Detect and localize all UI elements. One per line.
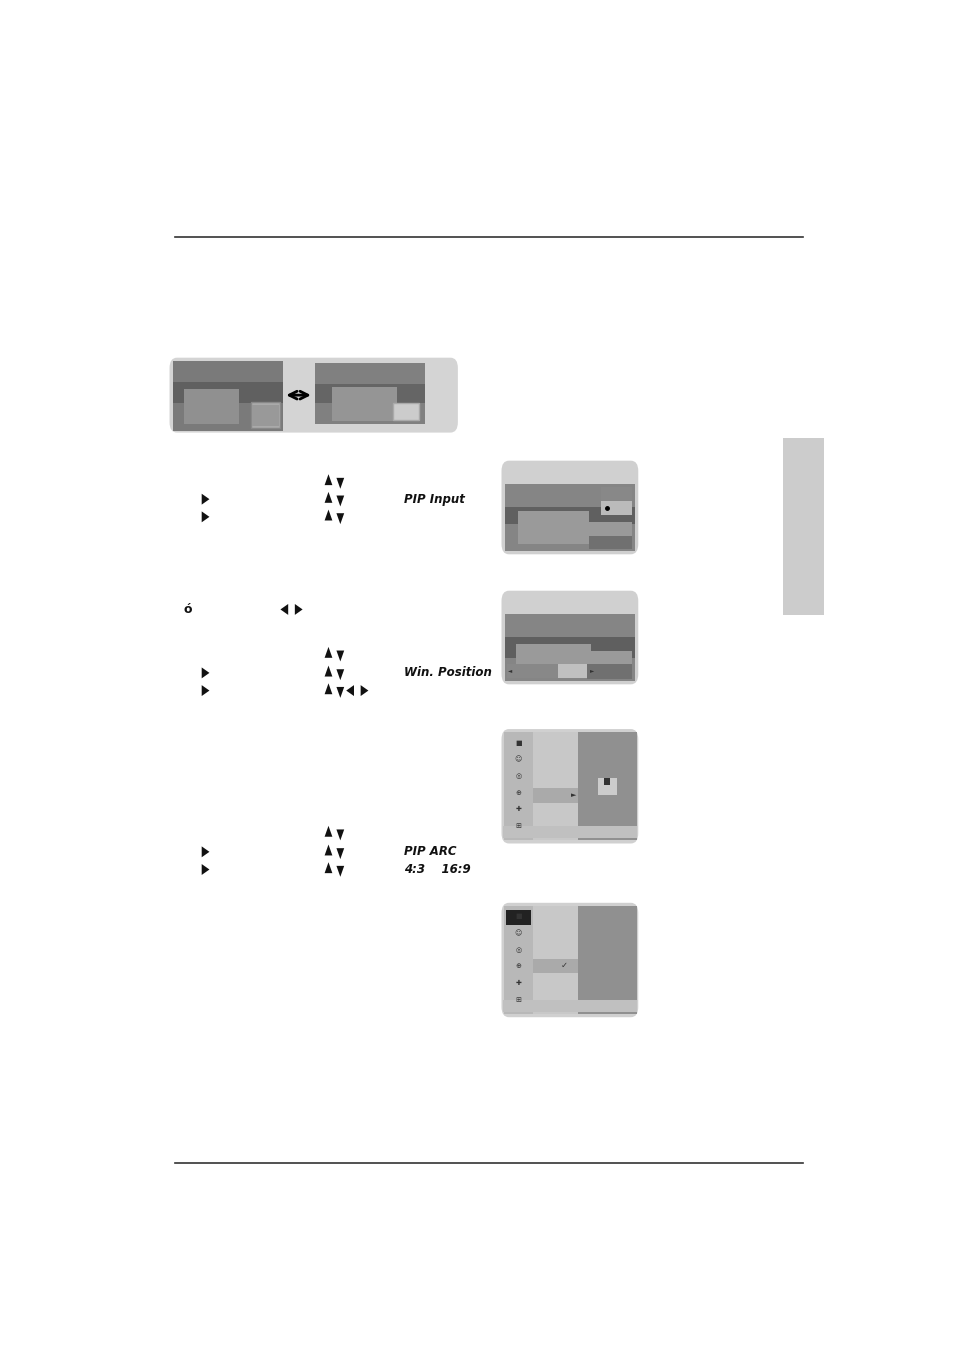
Text: ◎: ◎ bbox=[515, 773, 521, 780]
Bar bbox=[505, 484, 634, 551]
Polygon shape bbox=[324, 492, 332, 503]
Bar bbox=[504, 907, 532, 1015]
Polygon shape bbox=[324, 862, 332, 873]
Bar bbox=[598, 778, 604, 785]
Polygon shape bbox=[201, 846, 210, 858]
Polygon shape bbox=[201, 512, 210, 523]
Bar bbox=[502, 1000, 637, 1012]
FancyBboxPatch shape bbox=[501, 902, 638, 1017]
Text: ⊞: ⊞ bbox=[515, 823, 521, 828]
Polygon shape bbox=[324, 844, 332, 855]
Text: ■: ■ bbox=[515, 913, 521, 919]
Bar bbox=[586, 651, 631, 680]
Bar bbox=[589, 521, 631, 549]
Polygon shape bbox=[324, 825, 332, 836]
Bar bbox=[598, 782, 604, 790]
Text: ✓: ✓ bbox=[560, 961, 567, 970]
Polygon shape bbox=[324, 509, 332, 520]
Bar bbox=[184, 389, 238, 424]
Bar bbox=[603, 782, 610, 790]
Text: ◄: ◄ bbox=[507, 669, 511, 673]
Bar bbox=[586, 665, 631, 680]
Polygon shape bbox=[336, 830, 344, 840]
Bar bbox=[533, 959, 577, 973]
Polygon shape bbox=[360, 685, 368, 696]
Polygon shape bbox=[280, 604, 288, 615]
Bar bbox=[173, 382, 282, 403]
Polygon shape bbox=[324, 474, 332, 485]
Text: ó: ó bbox=[184, 603, 193, 616]
Bar bbox=[533, 732, 577, 840]
Polygon shape bbox=[201, 685, 210, 696]
Bar bbox=[609, 778, 616, 785]
Bar bbox=[314, 363, 424, 424]
Polygon shape bbox=[336, 651, 344, 662]
FancyBboxPatch shape bbox=[501, 461, 638, 554]
Text: ⊞: ⊞ bbox=[515, 997, 521, 1002]
FancyBboxPatch shape bbox=[501, 730, 638, 843]
Bar bbox=[517, 511, 589, 544]
Bar bbox=[533, 907, 577, 1015]
Text: ✚: ✚ bbox=[515, 979, 521, 986]
Text: ✚: ✚ bbox=[515, 807, 521, 812]
Bar bbox=[600, 486, 631, 515]
Text: 4:3    16:9: 4:3 16:9 bbox=[403, 863, 470, 875]
Bar bbox=[505, 911, 531, 924]
Bar bbox=[577, 732, 636, 840]
Bar bbox=[252, 404, 278, 427]
Polygon shape bbox=[336, 513, 344, 524]
Bar bbox=[505, 638, 634, 658]
FancyBboxPatch shape bbox=[501, 590, 638, 685]
Bar bbox=[600, 501, 631, 515]
Bar bbox=[603, 788, 610, 794]
Text: ►: ► bbox=[571, 792, 576, 798]
Polygon shape bbox=[336, 848, 344, 859]
Polygon shape bbox=[324, 666, 332, 677]
Text: ☺: ☺ bbox=[515, 929, 521, 936]
Polygon shape bbox=[201, 667, 210, 678]
Bar bbox=[589, 535, 631, 549]
Text: Win. Position: Win. Position bbox=[403, 666, 491, 680]
Polygon shape bbox=[336, 496, 344, 507]
Bar bbox=[505, 507, 634, 524]
Bar bbox=[600, 486, 631, 501]
FancyBboxPatch shape bbox=[170, 358, 457, 432]
Polygon shape bbox=[346, 685, 354, 696]
Bar bbox=[598, 788, 604, 794]
Text: ⊕: ⊕ bbox=[515, 789, 521, 796]
Bar bbox=[251, 403, 280, 428]
Text: ☺: ☺ bbox=[515, 757, 521, 762]
Bar bbox=[533, 789, 577, 802]
Polygon shape bbox=[201, 493, 210, 505]
Polygon shape bbox=[336, 866, 344, 877]
Polygon shape bbox=[294, 604, 302, 615]
Text: ■: ■ bbox=[515, 739, 521, 746]
Bar bbox=[782, 438, 823, 615]
Polygon shape bbox=[201, 865, 210, 875]
Text: ◎: ◎ bbox=[515, 947, 521, 952]
Bar bbox=[502, 825, 637, 838]
Text: PIP ARC: PIP ARC bbox=[403, 846, 456, 858]
Polygon shape bbox=[336, 686, 344, 698]
Bar bbox=[577, 907, 636, 1015]
Bar bbox=[314, 385, 424, 403]
Polygon shape bbox=[324, 684, 332, 694]
Polygon shape bbox=[336, 478, 344, 489]
Bar bbox=[506, 663, 595, 678]
Text: PIP Input: PIP Input bbox=[403, 493, 464, 505]
Text: ►: ► bbox=[590, 669, 594, 673]
Bar bbox=[609, 782, 616, 790]
Polygon shape bbox=[336, 669, 344, 680]
Bar bbox=[603, 778, 610, 785]
Bar bbox=[505, 613, 634, 681]
Text: ⊕: ⊕ bbox=[515, 963, 521, 969]
Polygon shape bbox=[324, 647, 332, 658]
Bar bbox=[506, 663, 558, 678]
Bar bbox=[504, 732, 532, 840]
Bar bbox=[173, 361, 282, 431]
Bar bbox=[609, 788, 616, 794]
Bar bbox=[332, 388, 396, 422]
Bar bbox=[515, 644, 590, 678]
Bar bbox=[393, 404, 419, 420]
